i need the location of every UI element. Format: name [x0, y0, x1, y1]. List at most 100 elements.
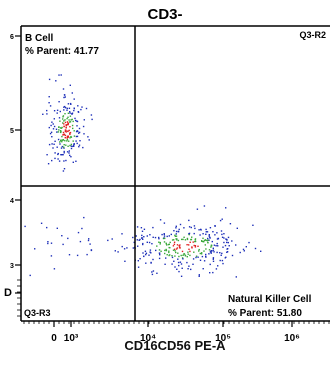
event-dot — [158, 238, 160, 240]
event-dot — [173, 243, 176, 245]
event-dot — [78, 132, 80, 134]
event-dot — [60, 147, 63, 149]
event-dot — [180, 275, 183, 277]
event-dot — [174, 250, 176, 252]
event-dot — [196, 208, 199, 210]
event-dot — [231, 240, 233, 242]
y-tick-label: 5 — [10, 128, 14, 135]
event-dot — [55, 128, 58, 130]
event-dot — [61, 135, 63, 138]
event-dot — [186, 256, 188, 258]
event-dot — [50, 124, 52, 127]
event-dot — [69, 115, 72, 117]
event-dot — [54, 152, 56, 154]
event-dot — [225, 207, 227, 209]
event-dot — [77, 105, 79, 107]
event-dot — [213, 251, 215, 253]
event-dot — [69, 121, 71, 123]
y-tick-label: 4 — [10, 198, 14, 205]
event-dot — [182, 254, 184, 256]
event-dot — [63, 133, 66, 136]
event-dot — [63, 160, 65, 162]
event-dot — [68, 150, 70, 152]
event-dot — [73, 109, 75, 112]
event-dot — [29, 274, 31, 277]
event-dot — [226, 238, 228, 241]
event-dot — [212, 260, 215, 262]
event-dot — [221, 259, 224, 262]
event-dot — [166, 235, 168, 238]
event-dot — [226, 248, 228, 250]
event-dot — [77, 111, 80, 113]
event-dot — [199, 234, 201, 236]
event-dot — [139, 238, 141, 241]
event-dot — [175, 230, 178, 233]
event-dot — [61, 126, 63, 129]
event-dot — [50, 255, 53, 257]
event-dot — [202, 233, 204, 235]
event-dot — [73, 135, 76, 137]
event-dot — [66, 137, 68, 139]
event-dot — [201, 255, 204, 258]
event-dot — [183, 227, 185, 229]
event-dot — [64, 137, 66, 139]
event-dot — [179, 223, 182, 226]
event-dot — [68, 140, 70, 142]
event-dot — [194, 245, 197, 247]
event-dot — [163, 233, 165, 236]
event-dot — [198, 250, 200, 252]
event-dot — [64, 119, 66, 121]
event-dot — [46, 113, 48, 115]
event-dot — [70, 119, 72, 121]
event-dot — [209, 227, 212, 229]
event-dot — [69, 121, 72, 123]
event-dot — [64, 105, 66, 108]
event-dot — [114, 250, 116, 252]
event-dot — [68, 129, 70, 132]
gate-stat-nk-cell: % Parent: 51.80 — [228, 308, 302, 319]
event-dot — [216, 251, 218, 254]
event-dot — [191, 246, 193, 248]
event-dot — [190, 268, 192, 271]
event-dot — [221, 252, 223, 255]
event-dot — [71, 118, 73, 121]
event-dot — [175, 238, 177, 240]
event-dot — [60, 154, 62, 156]
event-dot — [73, 145, 75, 147]
event-dot — [187, 251, 189, 253]
event-dot — [83, 119, 85, 121]
event-dot — [60, 139, 62, 141]
event-dot — [213, 244, 216, 246]
event-dot — [56, 109, 59, 111]
event-dot — [121, 233, 123, 235]
event-dot — [190, 226, 192, 229]
event-dot — [58, 74, 60, 76]
event-dot — [208, 234, 210, 236]
x-axis-label: CD16CD56 PE-A — [124, 338, 226, 353]
event-dot — [75, 130, 78, 133]
event-dot — [83, 133, 85, 135]
event-dot — [81, 106, 83, 108]
event-dot — [198, 274, 200, 276]
event-dot — [61, 145, 63, 148]
event-dot — [63, 147, 65, 149]
event-dot — [236, 227, 238, 229]
event-dot — [209, 236, 211, 239]
event-dot — [160, 250, 162, 252]
event-dot — [137, 266, 140, 268]
event-dot — [173, 260, 175, 262]
event-dot — [91, 118, 93, 121]
event-dot — [66, 109, 68, 111]
event-dot — [62, 134, 64, 136]
event-dot — [137, 245, 139, 247]
event-dot — [152, 270, 155, 272]
event-dot — [69, 102, 72, 105]
event-dot — [53, 125, 56, 128]
event-dot — [187, 268, 189, 270]
event-dot — [181, 257, 184, 259]
event-dot — [192, 258, 195, 260]
event-dot — [69, 126, 71, 128]
event-dot — [137, 260, 139, 262]
event-dot — [207, 241, 209, 244]
event-dot — [51, 136, 53, 138]
